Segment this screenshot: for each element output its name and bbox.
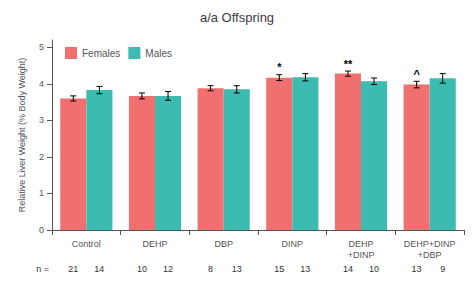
- svg-text:a/a Offspring: a/a Offspring: [200, 10, 274, 25]
- svg-text:Females: Females: [82, 48, 120, 59]
- svg-text:+DBP: +DBP: [418, 250, 442, 260]
- svg-text:21: 21: [68, 264, 78, 274]
- svg-text:8: 8: [208, 264, 213, 274]
- svg-text:4: 4: [39, 79, 44, 89]
- svg-text:13: 13: [300, 264, 310, 274]
- svg-text:Males: Males: [145, 48, 172, 59]
- svg-text:9: 9: [440, 264, 445, 274]
- svg-text:Control: Control: [72, 239, 101, 249]
- svg-text:10: 10: [369, 264, 379, 274]
- svg-text:12: 12: [163, 264, 173, 274]
- svg-text:Relative Liver Weight (% Body: Relative Liver Weight (% Body Weight): [17, 58, 27, 213]
- svg-text:10: 10: [137, 264, 147, 274]
- svg-text:DINP: DINP: [282, 239, 304, 249]
- svg-text:13: 13: [232, 264, 242, 274]
- svg-text:13: 13: [412, 264, 422, 274]
- svg-text:2: 2: [39, 152, 44, 162]
- svg-text:DBP: DBP: [214, 239, 233, 249]
- svg-text:DEHP: DEHP: [142, 239, 167, 249]
- svg-text:**: **: [344, 58, 353, 70]
- svg-text:DEHP+DINP: DEHP+DINP: [404, 239, 456, 249]
- svg-text:14: 14: [94, 264, 104, 274]
- svg-text:14: 14: [343, 264, 353, 274]
- svg-text:5: 5: [39, 42, 44, 52]
- svg-text:0: 0: [39, 225, 44, 235]
- svg-text:DEHP: DEHP: [348, 239, 373, 249]
- svg-text:15: 15: [274, 264, 284, 274]
- svg-text:n =: n =: [36, 264, 49, 274]
- svg-text:1: 1: [39, 188, 44, 198]
- svg-text:*: *: [277, 61, 282, 73]
- svg-text:3: 3: [39, 115, 44, 125]
- svg-text:^: ^: [413, 68, 420, 80]
- svg-text:+DINP: +DINP: [348, 250, 375, 260]
